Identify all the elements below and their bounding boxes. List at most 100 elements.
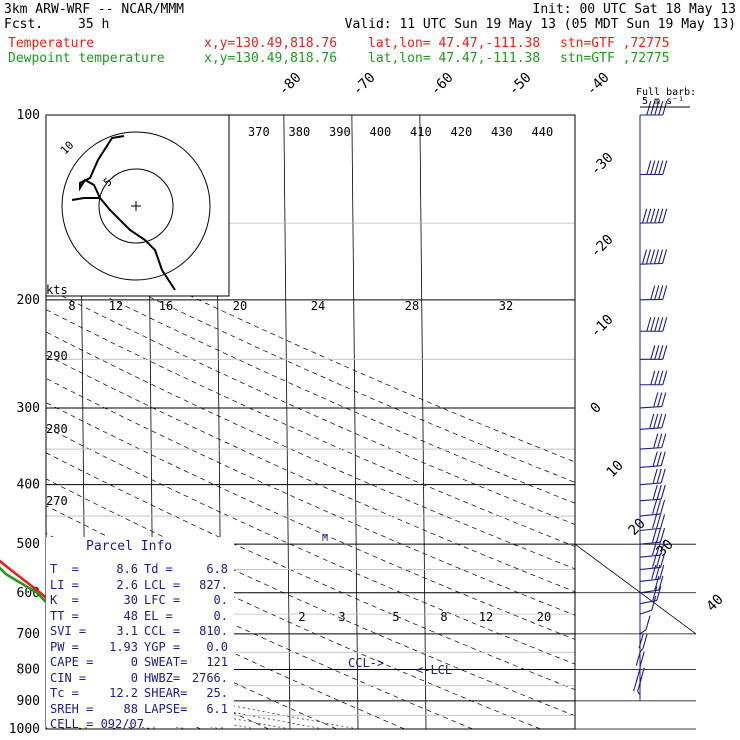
parcel-label: SWEAT= xyxy=(144,655,188,669)
wind-barb-flag xyxy=(653,433,659,448)
hodograph-speed-label: 32 xyxy=(499,299,513,313)
parcel-value: 121 xyxy=(206,655,228,669)
wind-barb-flag xyxy=(650,317,656,332)
wind-barb-flag xyxy=(654,208,660,223)
wind-barb-flag xyxy=(655,564,661,580)
wind-barb xyxy=(640,345,668,360)
parcel-value: 0. xyxy=(213,608,228,623)
wind-barb-flag xyxy=(654,317,660,332)
dewpoint-xy: x,y=130.49,818.76 xyxy=(204,51,338,66)
wind-barb-flag xyxy=(657,392,663,407)
wind-barb-flag xyxy=(657,413,663,429)
hodograph-speed-label: 12 xyxy=(109,299,123,313)
pressure-label: 100 xyxy=(17,108,40,123)
wind-barb-flag xyxy=(652,468,658,484)
wind-barb-flag xyxy=(662,100,668,116)
isobar-extension xyxy=(574,543,697,635)
moist-adiabat xyxy=(0,300,18,729)
isotherm-label: -30 xyxy=(588,150,617,179)
wind-barb-staff xyxy=(639,554,661,558)
isotherm-label: -60 xyxy=(428,70,457,99)
parcel-value: 30 xyxy=(123,593,138,607)
pressure-label: 900 xyxy=(17,694,40,709)
parcel-value: 0.0 xyxy=(206,639,228,654)
wind-barb-flag xyxy=(662,345,668,360)
mixing-ratio-label: 2 xyxy=(298,610,305,624)
init-time: Init: 00 UTC Sat 18 May 13 xyxy=(532,2,737,17)
wind-barb-flag xyxy=(657,433,663,448)
wind-barb-flag xyxy=(642,208,648,223)
theta-label: 430 xyxy=(491,125,513,139)
dry-adiabat-label: 270 xyxy=(46,494,68,508)
parcel-value: 48 xyxy=(123,608,138,623)
pressure-label: 400 xyxy=(17,478,40,493)
dewpoint-station: stn=GTF ,72775 xyxy=(560,51,670,66)
wind-barb-flag xyxy=(652,527,658,543)
pressure-label: 500 xyxy=(17,537,40,552)
wind-barb-flag xyxy=(661,413,667,429)
parcel-label: LI = xyxy=(50,577,79,592)
wind-barb xyxy=(639,484,666,502)
theta-label: 410 xyxy=(410,125,432,139)
wind-barb xyxy=(639,468,666,486)
wind-barb-flag xyxy=(660,553,666,568)
isotherm-label: 0 xyxy=(588,400,605,417)
wind-barb-flag xyxy=(659,564,665,580)
wind-barb-staff xyxy=(639,513,661,517)
mixing-ratio-label: 5 xyxy=(392,610,399,624)
wind-barb-flag xyxy=(646,317,652,332)
parcel-label: LFC = xyxy=(144,593,181,607)
wind-barb xyxy=(639,596,657,615)
wind-barb xyxy=(639,249,668,265)
isotherm-label: -50 xyxy=(506,70,535,99)
dewpoint-legend: Dewpoint temperature xyxy=(8,51,165,66)
wind-barb-flag xyxy=(654,249,660,264)
wind-barb-flag xyxy=(633,677,639,692)
wind-barb-flag xyxy=(646,208,652,223)
wind-barb-flag xyxy=(653,413,659,429)
parcel-label: HWBZ= xyxy=(144,670,181,685)
wind-barb-flag xyxy=(658,249,664,264)
wind-barb-flag xyxy=(650,370,656,385)
wind-barb-flag xyxy=(650,208,656,223)
wind-barb-staff xyxy=(639,262,663,265)
lcl-annotation: <-LCL xyxy=(416,663,452,677)
wind-barb-staff xyxy=(639,541,661,545)
wind-barb xyxy=(638,634,648,653)
parcel-info-title: Parcel Info xyxy=(86,539,173,554)
mixing-ratio-label: 12 xyxy=(479,610,493,624)
wind-barb-flag xyxy=(662,208,668,223)
isotherm-label: 10 xyxy=(604,458,627,481)
hodograph-units: kts xyxy=(46,283,68,297)
wind-barb xyxy=(640,317,668,332)
hodograph xyxy=(45,114,230,297)
wind-barb xyxy=(639,285,668,301)
parcel-label: CIN = xyxy=(50,670,87,685)
wind-barb xyxy=(640,370,668,386)
wind-barb-flag xyxy=(656,451,662,466)
isotherm-label: 20 xyxy=(626,516,649,539)
theta-label: 440 xyxy=(532,125,554,139)
theta-label: 370 xyxy=(248,125,270,139)
mixing-ratio-label: 3 xyxy=(338,610,345,624)
wind-barb-flag xyxy=(656,527,662,543)
wind-barb-flag xyxy=(656,540,662,556)
parcel-label: CCL = xyxy=(144,624,181,638)
wind-barb xyxy=(639,615,651,635)
wind-barb-flag xyxy=(656,514,662,529)
wind-barb-flag xyxy=(645,615,651,630)
wind-barb xyxy=(639,514,666,532)
wind-barb-flag xyxy=(652,514,658,529)
wind-barb-flag xyxy=(656,499,662,515)
ccl-annotation: CCL-> xyxy=(348,656,384,670)
wind-barb-flag xyxy=(662,370,668,385)
wind-barb-flag xyxy=(642,634,648,649)
wind-barb-flag xyxy=(656,553,662,568)
wind-barb-flag xyxy=(649,413,655,429)
theta-label: 390 xyxy=(329,125,351,139)
wind-barb xyxy=(640,100,668,116)
wind-barb-flag xyxy=(654,100,660,116)
wind-barb-flag xyxy=(652,484,658,500)
parcel-label: LCL = xyxy=(144,577,181,592)
isotherm-label: -10 xyxy=(588,312,617,341)
